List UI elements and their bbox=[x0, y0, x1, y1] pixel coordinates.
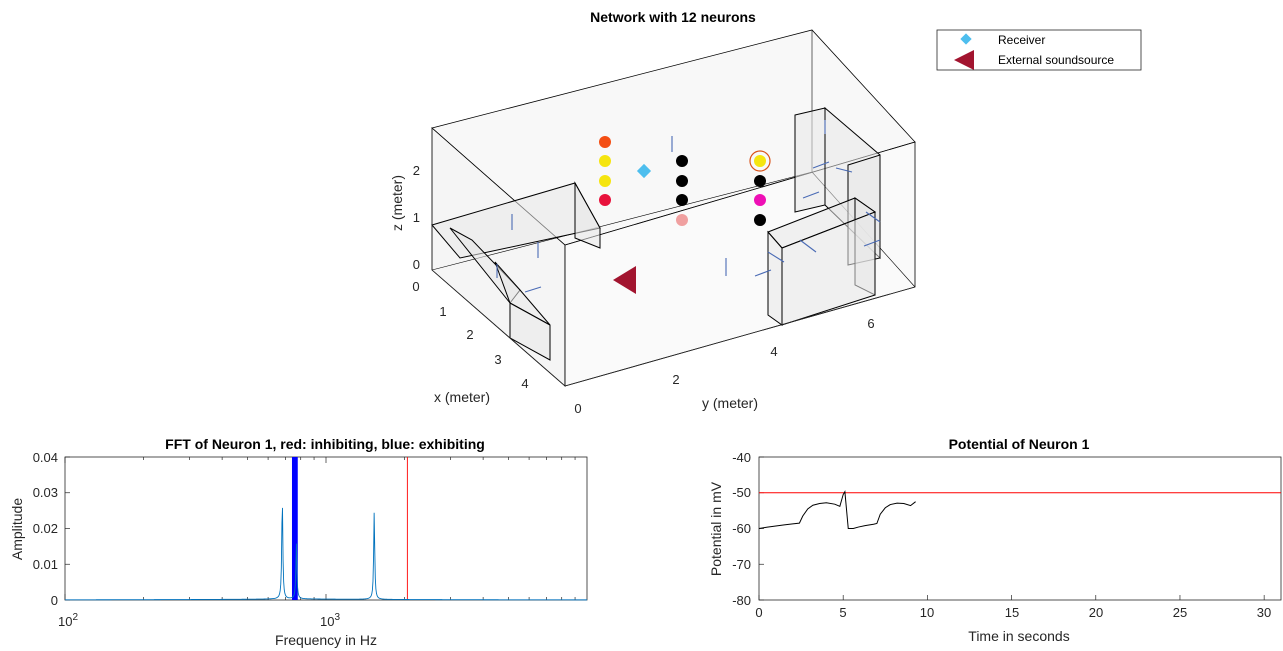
potential-plot: Potential of Neuron 1 -40 -50 -60 -70 -8… bbox=[708, 436, 1282, 644]
potential-y-tick-label: -80 bbox=[732, 593, 751, 608]
potential-x-tick-label: 10 bbox=[920, 605, 934, 620]
neuron-point bbox=[599, 175, 611, 187]
potential-marks bbox=[758, 490, 1281, 529]
x-tick-label: 1 bbox=[439, 304, 446, 319]
fft-y-tick-label: 0.04 bbox=[33, 450, 58, 465]
neuron-point bbox=[676, 155, 688, 167]
potential-y-tick-label: -70 bbox=[732, 557, 751, 572]
potential-x-label: Time in seconds bbox=[968, 628, 1069, 644]
fft-plot: FFT of Neuron 1, red: inhibiting, blue: … bbox=[9, 436, 588, 648]
fft-y-tick-label: 0 bbox=[51, 593, 58, 608]
obstacle bbox=[574, 181, 601, 249]
y-tick-label: 2 bbox=[672, 372, 679, 387]
neuron-point bbox=[599, 136, 611, 148]
synapse-dash bbox=[835, 167, 853, 173]
y-tick-label: 4 bbox=[770, 344, 777, 359]
synapse-dash bbox=[863, 239, 881, 247]
synapse-dash bbox=[802, 191, 820, 199]
fft-x-tick-100: 102 bbox=[58, 612, 78, 629]
potential-x-tick-label: 0 bbox=[755, 605, 762, 620]
synapse-dash bbox=[799, 239, 817, 253]
neuron-point bbox=[599, 194, 611, 206]
potential-x-tick-label: 25 bbox=[1173, 605, 1187, 620]
z-tick-label: 2 bbox=[413, 163, 420, 178]
potential-x-tick-label: 20 bbox=[1089, 605, 1103, 620]
obstacles bbox=[431, 106, 881, 361]
fft-axes-box bbox=[64, 456, 588, 601]
synapse-dash bbox=[754, 269, 772, 277]
legend: Receiver External soundsource bbox=[936, 29, 1142, 71]
neuron-point bbox=[754, 155, 766, 167]
y-tick-label: 0 bbox=[574, 401, 581, 416]
fft-y-tick-label: 0.01 bbox=[33, 557, 58, 572]
sound-source-marker bbox=[613, 266, 636, 294]
neuron-point bbox=[754, 194, 766, 206]
z-tick-label: 1 bbox=[413, 210, 420, 225]
fft-x-tick-1000: 103 bbox=[320, 612, 340, 629]
neuron-point bbox=[754, 214, 766, 226]
z-axis-label-3d: z (meter) bbox=[389, 175, 405, 231]
potential-y-tick-label: -40 bbox=[732, 450, 751, 465]
neuron-point bbox=[676, 214, 688, 226]
x-axis-label-3d: x (meter) bbox=[434, 389, 490, 405]
x-tick-label: 2 bbox=[466, 327, 473, 342]
fft-marks bbox=[65, 457, 587, 601]
potential-y-tick-label: -60 bbox=[732, 521, 751, 536]
y-axis-label-3d: y (meter) bbox=[702, 395, 758, 411]
legend-receiver-label: Receiver bbox=[998, 33, 1045, 47]
neuron-point bbox=[754, 175, 766, 187]
fft-series-line bbox=[65, 507, 587, 601]
neuron-point bbox=[676, 175, 688, 187]
legend-source-icon bbox=[954, 50, 974, 70]
y-tick-label: 6 bbox=[867, 316, 874, 331]
synapse-dash bbox=[767, 251, 785, 263]
z-ticks-3d: 0 1 2 bbox=[413, 163, 420, 272]
potential-x-tick-label: 5 bbox=[839, 605, 846, 620]
potential-axes-box bbox=[758, 456, 1282, 601]
obstacle bbox=[509, 302, 551, 361]
obstacle bbox=[781, 211, 876, 326]
potential-title: Potential of Neuron 1 bbox=[949, 436, 1090, 452]
potential-series-line bbox=[758, 490, 916, 529]
obstacle bbox=[767, 230, 783, 326]
x-tick-label: 0 bbox=[412, 279, 419, 294]
legend-receiver-icon bbox=[960, 33, 972, 45]
potential-y-tick-label: -50 bbox=[732, 485, 751, 500]
neurons bbox=[599, 136, 771, 226]
synapse-dash bbox=[812, 161, 830, 169]
neuron-point bbox=[676, 194, 688, 206]
x-tick-label: 4 bbox=[521, 376, 528, 391]
fft-y-tick-label: 0.02 bbox=[33, 521, 58, 536]
obstacle bbox=[794, 107, 826, 213]
fft-x-label: Frequency in Hz bbox=[275, 632, 377, 648]
synapse-dashes bbox=[496, 120, 881, 293]
potential-y-ticks: -40 -50 -60 -70 -80 bbox=[732, 450, 751, 608]
legend-source-label: External soundsource bbox=[998, 53, 1114, 67]
x-tick-label: 3 bbox=[494, 352, 501, 367]
x-ticks-3d: 0 1 2 3 4 bbox=[412, 279, 528, 391]
potential-x-tick-label: 30 bbox=[1257, 605, 1271, 620]
network-title: Network with 12 neurons bbox=[590, 9, 756, 25]
synapse-dash bbox=[865, 211, 881, 223]
receiver-marker bbox=[636, 163, 652, 179]
y-axis-line bbox=[564, 286, 916, 387]
box-edge bbox=[431, 171, 813, 271]
fft-title: FFT of Neuron 1, red: inhibiting, blue: … bbox=[165, 436, 485, 452]
neuron-highlight-ring bbox=[749, 150, 771, 172]
potential-y-label: Potential in mV bbox=[708, 481, 724, 576]
neuron-point bbox=[599, 155, 611, 167]
fft-y-label: Amplitude bbox=[9, 498, 25, 560]
fft-y-ticks: 0 0.01 0.02 0.03 0.04 bbox=[33, 450, 58, 608]
fft-y-tick-label: 0.03 bbox=[33, 485, 58, 500]
synapse-dash bbox=[524, 286, 542, 293]
network-3d-plot: Network with 12 neurons 0 bbox=[389, 9, 1142, 416]
potential-x-tick-label: 15 bbox=[1005, 605, 1019, 620]
y-ticks-3d: 0 2 4 6 bbox=[574, 316, 874, 416]
z-tick-label: 0 bbox=[413, 257, 420, 272]
potential-x-ticks: 0 5 10 15 20 25 30 bbox=[755, 605, 1271, 620]
x-axis-line bbox=[431, 269, 566, 387]
